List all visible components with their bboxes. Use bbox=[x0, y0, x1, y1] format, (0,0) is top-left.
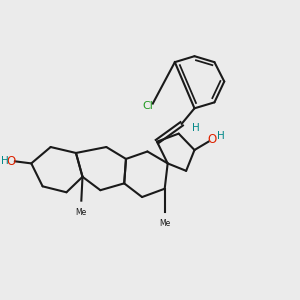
Text: H: H bbox=[218, 131, 225, 141]
Text: Cl: Cl bbox=[142, 101, 153, 111]
Text: H: H bbox=[191, 123, 199, 133]
Text: Me: Me bbox=[159, 219, 170, 228]
Text: O: O bbox=[208, 133, 217, 146]
Text: O: O bbox=[7, 155, 16, 168]
Text: Me: Me bbox=[76, 208, 87, 217]
Text: H: H bbox=[1, 156, 8, 166]
